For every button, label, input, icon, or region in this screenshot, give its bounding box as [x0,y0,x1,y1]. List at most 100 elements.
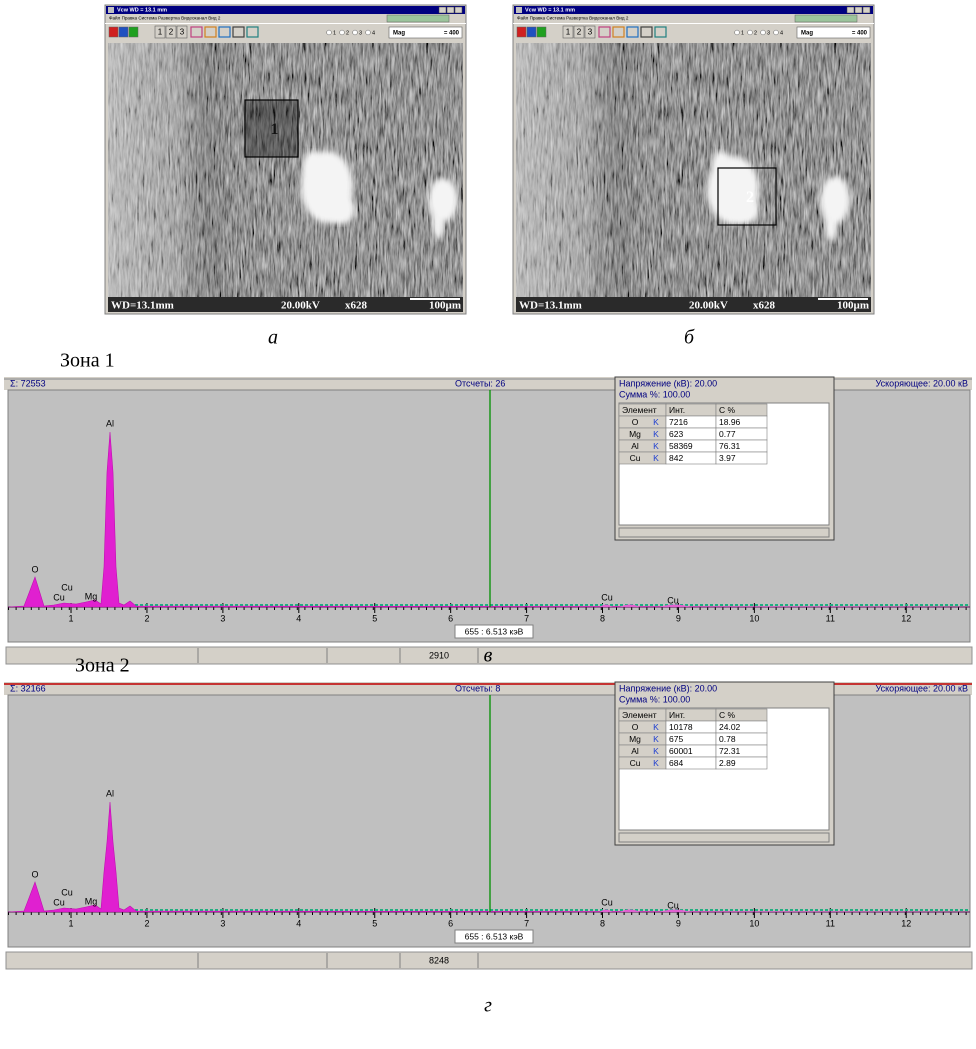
sum-label: Σ: 72553 [10,378,46,388]
tool-icon [641,27,652,37]
table-cell [619,440,666,452]
table-header: C % [719,405,736,415]
counts-label: Отсчеты: 8 [455,683,500,693]
voltage-label: Напряжение (кВ): 20.00 [619,683,717,693]
bright-particle [825,213,837,241]
panel-caption: а [268,327,278,349]
tool-icon [247,27,258,37]
tool-icon [205,27,216,37]
peak-label: O [31,869,38,879]
accelerating-label: Ускоряющее: 20.00 кВ [876,683,968,693]
radio-label: 1 [741,30,744,36]
spectrum-caption: в [484,645,493,667]
menu-bar: Файл Правка Система Развертка Видеоканал… [109,15,221,21]
zone-label: 2 [746,189,754,206]
table-element: Cu [630,453,641,463]
radio [353,30,358,35]
table-line: K [653,758,659,768]
status-value: 2910 [429,650,449,660]
x-tick-label: 10 [749,918,759,928]
table-concentration: 72.31 [719,746,741,756]
tool-button-label: 1 [158,28,163,37]
spectrum-window: Σ: 72553Отсчеты: 26Ускоряющее: 20.00 кВ1… [4,377,972,664]
tool-icon [191,27,202,37]
tool-button-label: 2 [577,28,582,37]
window-button [855,7,862,13]
table-intensity: 58369 [669,441,693,451]
bright-particle [712,151,730,175]
counts-label: Отсчеты: 26 [455,378,505,388]
peak-label: Cu [667,900,679,910]
footer-voltage: 20.00kV [281,300,320,312]
cursor-label: 655 : 6.513 кэВ [465,626,524,636]
x-tick-label: 6 [448,613,453,623]
radio-label: 4 [372,30,375,36]
table-concentration: 3.97 [719,453,736,463]
table-concentration: 2.89 [719,758,736,768]
menu-bar: Файл Правка Система Развертка Видеоканал… [517,15,629,21]
x-tick-label: 7 [524,918,529,928]
table-cell [619,416,666,428]
table-header: Элемент [622,405,657,415]
zone-heading: Зона 2 [75,655,130,677]
peak-label: Al [106,418,114,428]
table-header: Инт. [669,710,685,720]
results-scrollbar [619,528,829,537]
tool-icon [627,27,638,37]
table-cell [619,452,666,464]
radio-label: 2 [346,30,349,36]
table-line: K [653,453,659,463]
tool-icon [613,27,624,37]
bright-particle [428,178,458,222]
table-cell [619,745,666,757]
radio [761,30,766,35]
tool-button-label: 1 [566,28,571,37]
tool-icon [129,27,138,37]
table-concentration: 18.96 [719,417,741,427]
table-header: C % [719,710,736,720]
tool-icon [655,27,666,37]
footer-voltage: 20.00kV [689,300,728,312]
radio-label: 4 [780,30,783,36]
table-concentration: 24.02 [719,722,741,732]
table-intensity: 675 [669,734,683,744]
x-tick-label: 12 [901,918,911,928]
radio-label: 3 [767,30,770,36]
footer-mag: x628 [345,300,368,312]
bright-particle [432,211,444,239]
table-cell [619,721,666,733]
x-tick-label: 3 [220,613,225,623]
window-button [863,7,870,13]
sum-label: Σ: 32166 [10,683,46,693]
table-element: Al [631,441,639,451]
x-tick-label: 6 [448,918,453,928]
bright-particle [327,196,355,224]
footer-wd: WD=13.1mm [111,300,174,312]
x-tick-label: 5 [372,918,377,928]
radio [774,30,779,35]
radio [327,30,332,35]
footer-scale: 100µm [837,300,869,312]
x-tick-label: 8 [600,613,605,623]
x-tick-label: 11 [826,613,835,623]
tool-icon [527,27,536,37]
tool-icon [599,27,610,37]
sem-left-region [516,43,871,297]
x-tick-label: 7 [524,613,529,623]
peak-label: Mg [85,591,98,601]
table-intensity: 623 [669,429,683,439]
x-tick-label: 10 [749,613,759,623]
tool-icon [109,27,118,37]
mag-label: Mag [393,30,405,36]
footer-scale: 100µm [429,300,461,312]
window-button [847,7,854,13]
table-intensity: 684 [669,758,683,768]
x-tick-label: 8 [600,918,605,928]
tool-icon [517,27,526,37]
table-concentration: 76.31 [719,441,741,451]
table-cell [619,428,666,440]
window-button [439,7,446,13]
progress [795,15,857,22]
